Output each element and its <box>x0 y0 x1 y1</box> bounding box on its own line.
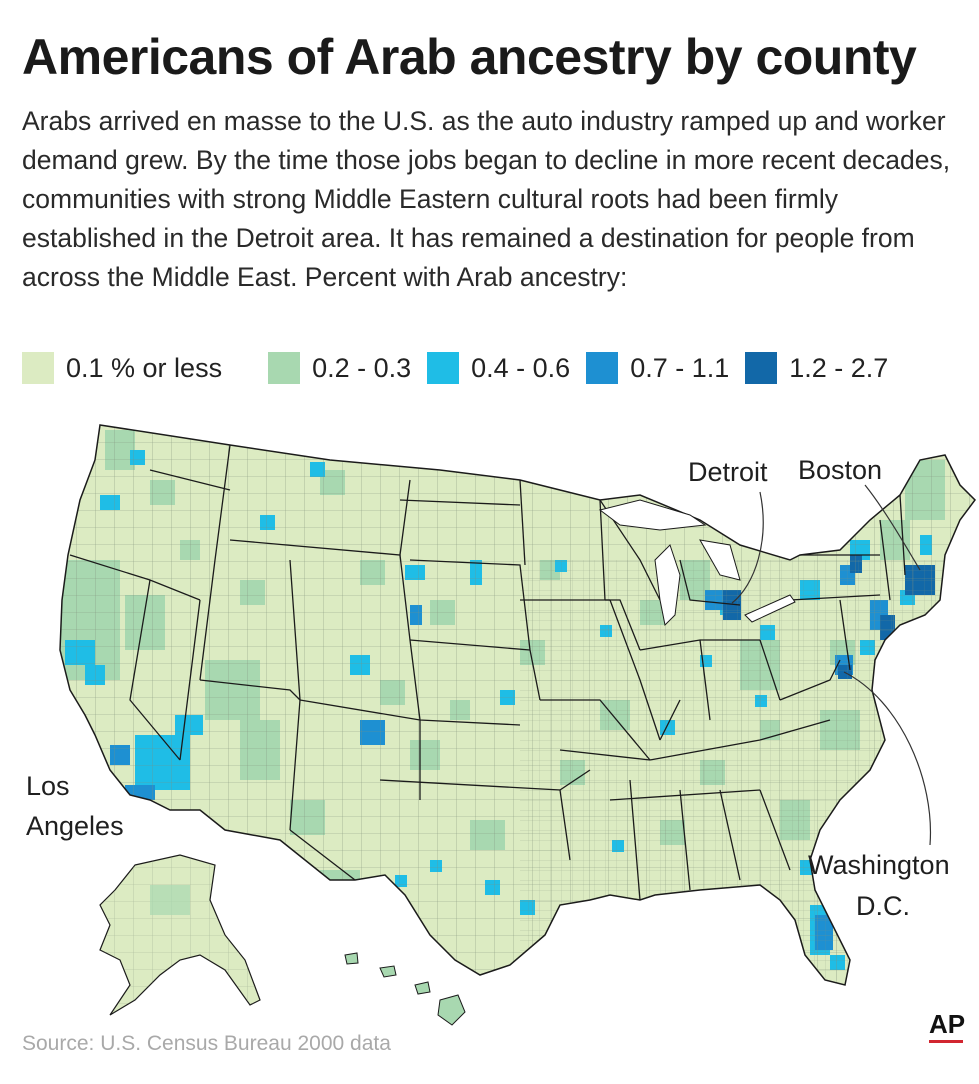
contiguous-us-border <box>59 424 976 986</box>
map-title: Americans of Arab ancestry by county <box>22 29 917 85</box>
hawaii <box>344 952 466 1026</box>
ap-logo-text: AP <box>929 1009 966 1039</box>
legend-swatch <box>22 352 54 384</box>
lake-superior <box>598 499 707 531</box>
legend: 0.1 % or less 0.2 - 0.3 0.4 - 0.6 0.7 - … <box>22 348 888 388</box>
state-borders <box>69 444 906 901</box>
legend-swatch <box>586 352 619 384</box>
legend-item: 0.7 - 1.1 <box>586 352 729 384</box>
legend-item: 0.1 % or less <box>22 352 222 384</box>
washington-label-line1: Washington <box>808 850 950 880</box>
legend-swatch <box>427 352 460 384</box>
detroit-leader-line <box>731 491 764 604</box>
washington-label-line2: D.C. <box>856 891 910 921</box>
hawaii-maui <box>414 981 431 995</box>
los-angeles-label-line2: Angeles <box>26 811 124 841</box>
boston-label: Boston <box>798 455 883 485</box>
legend-item: 0.2 - 0.3 <box>268 352 411 384</box>
ap-logo-bar <box>929 1040 963 1043</box>
source-note: Source: U.S. Census Bureau 2000 data <box>22 1032 391 1055</box>
lake-michigan <box>654 544 681 627</box>
map-subtitle: Arabs arrived en masse to the U.S. as th… <box>22 106 951 292</box>
boston-leader-line <box>864 484 921 571</box>
us-county-map <box>59 424 976 1026</box>
hawaii-big-island <box>437 994 466 1026</box>
hawaii-kauai <box>344 952 359 965</box>
legend-label: 1.2 - 2.7 <box>789 352 889 383</box>
legend-label: 0.7 - 1.1 <box>630 352 730 383</box>
legend-label: 0.2 - 0.3 <box>312 352 412 383</box>
legend-item: 0.4 - 0.6 <box>427 352 570 384</box>
lake-huron <box>699 539 741 581</box>
legend-label: 0.4 - 0.6 <box>471 352 571 383</box>
alaska <box>99 854 261 1016</box>
washington-leader-line <box>843 671 932 846</box>
legend-swatch <box>268 352 301 384</box>
legend-swatch <box>745 352 778 384</box>
detroit-label: Detroit <box>688 457 768 487</box>
los-angeles-label-line1: Los <box>26 771 70 801</box>
ap-logo: AP <box>929 1009 966 1043</box>
legend-item: 1.2 - 2.7 <box>745 352 888 384</box>
lake-erie <box>744 594 796 623</box>
hawaii-oahu <box>379 965 397 978</box>
callout-lines <box>731 484 932 846</box>
legend-label: 0.1 % or less <box>66 352 223 383</box>
